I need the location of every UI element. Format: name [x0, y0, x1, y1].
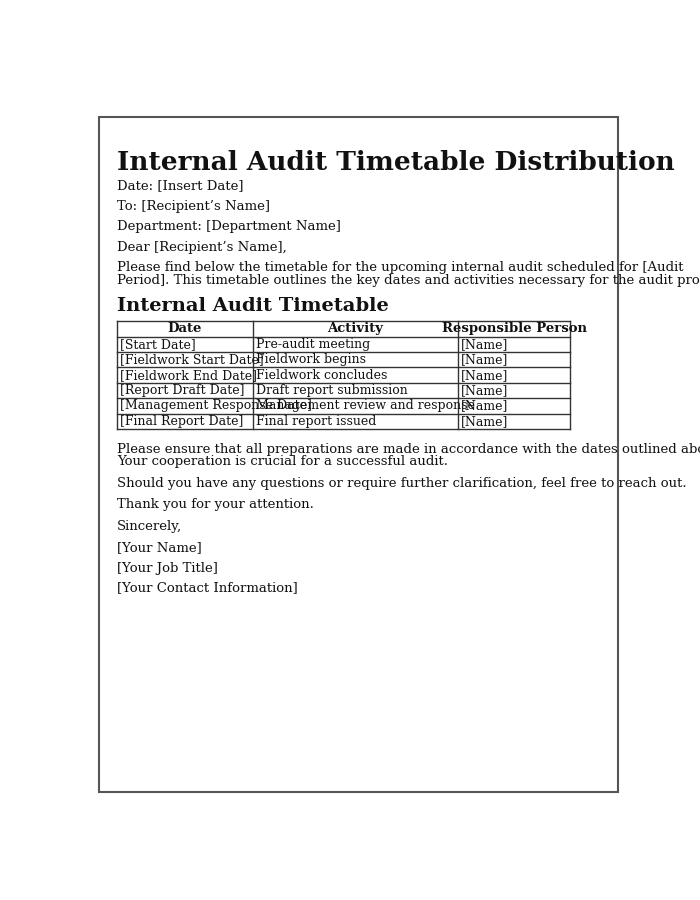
Text: Internal Audit Timetable Distribution: Internal Audit Timetable Distribution — [117, 150, 675, 176]
Text: [Your Contact Information]: [Your Contact Information] — [117, 581, 298, 595]
Text: [Name]: [Name] — [461, 338, 508, 351]
Text: Fieldwork begins: Fieldwork begins — [256, 354, 365, 366]
Text: Date: Date — [167, 322, 202, 336]
Text: Final report issued: Final report issued — [256, 415, 376, 428]
Text: [Start Date]: [Start Date] — [120, 338, 196, 351]
Text: Pre-audit meeting: Pre-audit meeting — [256, 338, 370, 351]
Text: Date: [Insert Date]: Date: [Insert Date] — [117, 180, 244, 193]
Text: Department: [Department Name]: Department: [Department Name] — [117, 220, 341, 232]
Text: Internal Audit Timetable: Internal Audit Timetable — [117, 297, 388, 315]
Text: Dear [Recipient’s Name],: Dear [Recipient’s Name], — [117, 241, 287, 254]
Text: [Your Job Title]: [Your Job Title] — [117, 562, 218, 574]
Text: Should you have any questions or require further clarification, feel free to rea: Should you have any questions or require… — [117, 477, 687, 490]
Text: Thank you for your attention.: Thank you for your attention. — [117, 499, 314, 511]
Text: Please ensure that all preparations are made in accordance with the dates outlin: Please ensure that all preparations are … — [117, 443, 700, 456]
Text: [Report Draft Date]: [Report Draft Date] — [120, 384, 244, 397]
Text: [Name]: [Name] — [461, 400, 508, 412]
Text: Please find below the timetable for the upcoming internal audit scheduled for [A: Please find below the timetable for the … — [117, 261, 683, 274]
Bar — [117, 321, 570, 429]
Text: Responsible Person: Responsible Person — [442, 322, 587, 336]
Text: [Your Name]: [Your Name] — [117, 542, 202, 554]
Text: Activity: Activity — [328, 322, 384, 336]
Text: Fieldwork concludes: Fieldwork concludes — [256, 369, 387, 382]
Text: Draft report submission: Draft report submission — [256, 384, 407, 397]
Text: [Fieldwork Start Date]: [Fieldwork Start Date] — [120, 354, 264, 366]
Text: Period]. This timetable outlines the key dates and activities necessary for the : Period]. This timetable outlines the key… — [117, 274, 700, 286]
Text: [Management Response Date]: [Management Response Date] — [120, 400, 312, 412]
Text: To: [Recipient’s Name]: To: [Recipient’s Name] — [117, 200, 270, 212]
Text: Management review and response: Management review and response — [256, 400, 475, 412]
Text: [Name]: [Name] — [461, 415, 508, 428]
Text: [Final Report Date]: [Final Report Date] — [120, 415, 244, 428]
Text: Sincerely,: Sincerely, — [117, 520, 182, 533]
Text: [Name]: [Name] — [461, 384, 508, 397]
Text: [Fieldwork End Date]: [Fieldwork End Date] — [120, 369, 257, 382]
Text: [Name]: [Name] — [461, 354, 508, 366]
Text: [Name]: [Name] — [461, 369, 508, 382]
Text: Your cooperation is crucial for a successful audit.: Your cooperation is crucial for a succes… — [117, 455, 448, 468]
